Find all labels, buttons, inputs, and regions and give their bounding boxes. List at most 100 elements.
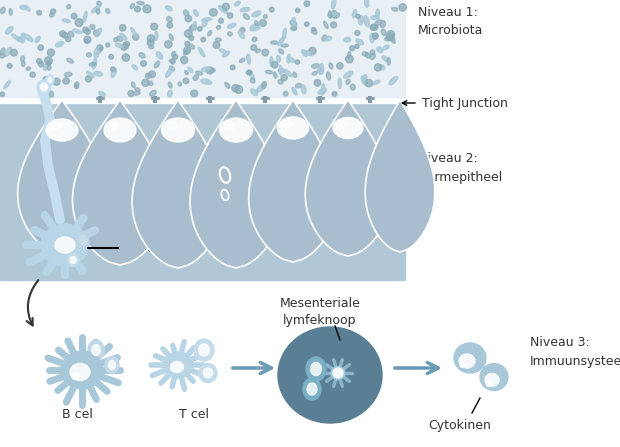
Circle shape bbox=[46, 61, 51, 65]
Ellipse shape bbox=[238, 30, 244, 39]
Circle shape bbox=[47, 49, 55, 56]
Polygon shape bbox=[73, 100, 167, 265]
Ellipse shape bbox=[329, 63, 333, 69]
Ellipse shape bbox=[327, 72, 330, 80]
Ellipse shape bbox=[358, 16, 363, 25]
Ellipse shape bbox=[250, 24, 258, 30]
Ellipse shape bbox=[170, 362, 184, 372]
Ellipse shape bbox=[228, 23, 236, 28]
Circle shape bbox=[198, 26, 202, 31]
Ellipse shape bbox=[370, 54, 376, 59]
Ellipse shape bbox=[352, 9, 356, 18]
Ellipse shape bbox=[163, 352, 193, 378]
Circle shape bbox=[30, 72, 35, 77]
Ellipse shape bbox=[24, 34, 33, 42]
Polygon shape bbox=[190, 100, 282, 268]
Ellipse shape bbox=[312, 27, 316, 31]
Ellipse shape bbox=[67, 4, 71, 9]
Ellipse shape bbox=[321, 84, 325, 95]
Ellipse shape bbox=[50, 122, 61, 130]
Circle shape bbox=[148, 35, 154, 42]
Circle shape bbox=[106, 43, 110, 47]
Circle shape bbox=[122, 54, 130, 61]
Ellipse shape bbox=[216, 25, 221, 30]
Ellipse shape bbox=[219, 5, 228, 14]
Ellipse shape bbox=[480, 363, 508, 391]
Circle shape bbox=[133, 34, 139, 40]
Ellipse shape bbox=[166, 122, 177, 130]
Circle shape bbox=[231, 65, 235, 70]
Ellipse shape bbox=[130, 3, 135, 8]
Ellipse shape bbox=[303, 51, 313, 56]
Ellipse shape bbox=[290, 21, 297, 26]
Circle shape bbox=[247, 70, 252, 75]
Ellipse shape bbox=[4, 80, 11, 89]
Ellipse shape bbox=[347, 51, 351, 58]
Ellipse shape bbox=[87, 71, 94, 77]
Ellipse shape bbox=[24, 5, 30, 11]
Ellipse shape bbox=[92, 345, 100, 355]
Circle shape bbox=[272, 61, 278, 68]
Ellipse shape bbox=[392, 8, 398, 11]
Circle shape bbox=[60, 31, 66, 37]
Ellipse shape bbox=[239, 58, 245, 63]
Circle shape bbox=[314, 80, 321, 86]
Ellipse shape bbox=[38, 91, 44, 97]
Ellipse shape bbox=[371, 16, 379, 20]
Ellipse shape bbox=[35, 36, 40, 42]
Ellipse shape bbox=[193, 75, 198, 80]
Ellipse shape bbox=[250, 89, 257, 96]
Ellipse shape bbox=[166, 67, 173, 77]
Ellipse shape bbox=[377, 47, 383, 53]
Bar bbox=[0, 98, 405, 280]
Ellipse shape bbox=[188, 44, 195, 49]
Ellipse shape bbox=[277, 55, 281, 62]
Ellipse shape bbox=[62, 19, 70, 23]
Circle shape bbox=[201, 37, 206, 42]
Ellipse shape bbox=[327, 12, 337, 17]
Ellipse shape bbox=[194, 339, 214, 361]
Ellipse shape bbox=[283, 91, 288, 96]
Ellipse shape bbox=[293, 23, 297, 30]
Circle shape bbox=[85, 29, 91, 34]
Ellipse shape bbox=[94, 48, 99, 58]
Circle shape bbox=[240, 27, 245, 33]
Ellipse shape bbox=[281, 44, 288, 47]
Ellipse shape bbox=[265, 70, 273, 74]
Text: B cel: B cel bbox=[61, 409, 92, 422]
Circle shape bbox=[372, 33, 378, 39]
Circle shape bbox=[143, 5, 151, 13]
Ellipse shape bbox=[0, 48, 5, 55]
Ellipse shape bbox=[370, 34, 374, 43]
Circle shape bbox=[260, 20, 267, 26]
Circle shape bbox=[235, 85, 242, 93]
Ellipse shape bbox=[131, 82, 135, 88]
Ellipse shape bbox=[111, 68, 117, 77]
Text: Niveau 3:
Immuunsysteem: Niveau 3: Immuunsysteem bbox=[530, 337, 620, 367]
Ellipse shape bbox=[92, 59, 97, 69]
Ellipse shape bbox=[343, 71, 353, 78]
Ellipse shape bbox=[90, 25, 95, 30]
Ellipse shape bbox=[22, 61, 25, 67]
Ellipse shape bbox=[123, 42, 128, 49]
Ellipse shape bbox=[61, 351, 103, 389]
Circle shape bbox=[365, 80, 373, 87]
Ellipse shape bbox=[149, 45, 154, 49]
Circle shape bbox=[165, 41, 172, 48]
Circle shape bbox=[135, 6, 140, 12]
Ellipse shape bbox=[6, 26, 13, 34]
Circle shape bbox=[387, 31, 395, 38]
Ellipse shape bbox=[74, 82, 79, 86]
Circle shape bbox=[296, 8, 299, 13]
Polygon shape bbox=[305, 100, 391, 256]
Ellipse shape bbox=[94, 72, 102, 76]
Ellipse shape bbox=[454, 343, 486, 373]
Ellipse shape bbox=[311, 28, 317, 34]
Circle shape bbox=[332, 11, 336, 15]
Ellipse shape bbox=[356, 39, 364, 45]
Ellipse shape bbox=[43, 64, 48, 70]
Ellipse shape bbox=[37, 80, 51, 94]
Text: Niveau 1:
Microbiota: Niveau 1: Microbiota bbox=[418, 7, 484, 38]
Circle shape bbox=[228, 13, 233, 18]
Ellipse shape bbox=[154, 61, 160, 68]
